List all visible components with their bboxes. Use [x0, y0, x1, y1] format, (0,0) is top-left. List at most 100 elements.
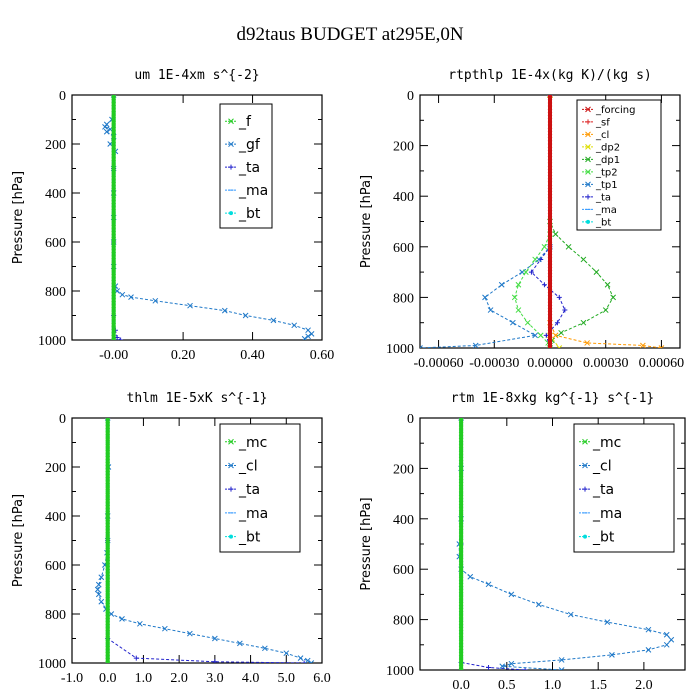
y-axis-label: Pressure [hPa]	[11, 494, 26, 587]
panels-group: um 1E-4xm s^{-2} Pressure [hPa] 0 200 400 600…	[11, 68, 686, 693]
series-mc-point	[105, 544, 111, 549]
series-mc-point	[105, 507, 111, 513]
y-tick-label: 200	[393, 140, 414, 155]
series-mc-point	[458, 421, 464, 427]
series-mc-point	[105, 605, 111, 611]
series-f-point	[111, 245, 117, 251]
legend-label: _forcing	[595, 105, 636, 116]
series-mc-point	[458, 440, 464, 446]
series-f-point	[111, 135, 117, 141]
y-tick-label: 600	[45, 559, 66, 574]
series-mc-point	[458, 428, 464, 433]
series-mc-point	[105, 532, 111, 537]
panel-2: rtpthlp 1E-4x(kg K)/(kg s) Pressure [hPa]…	[359, 68, 684, 371]
series-forcing-point	[547, 168, 553, 174]
series-f-point	[111, 300, 117, 306]
series-ta-point	[562, 307, 568, 313]
series-cl-point	[137, 620, 143, 627]
series-forcing-point	[547, 98, 553, 104]
series-forcing-point	[547, 149, 553, 155]
series-cl-point	[663, 641, 670, 648]
series-tp2-point	[541, 243, 548, 250]
y-tick-label: 1000	[38, 657, 66, 672]
series-mc-point	[458, 434, 464, 440]
y-tick-label: 1000	[38, 334, 66, 349]
series-cl-point	[558, 667, 565, 670]
panel-title: um 1E-4xm s^{-2}	[134, 68, 259, 83]
series-tp1-point	[532, 332, 538, 339]
legend-label: _ma	[595, 205, 617, 216]
series-ta-line	[460, 418, 526, 670]
series-tp2-point	[515, 281, 522, 288]
series-forcing-point	[547, 225, 553, 231]
y-tick-label: 800	[393, 614, 414, 629]
series-cl-point	[237, 640, 243, 647]
legend-item-bt: _bt	[579, 530, 615, 546]
series-f-point	[111, 104, 117, 110]
series-f-point	[111, 153, 117, 159]
series-forcing-point	[547, 231, 553, 237]
series-tp1-point	[472, 342, 479, 348]
series-f-point	[111, 294, 117, 300]
legend-item-ma: _ma	[225, 183, 268, 199]
series-f-point	[111, 313, 117, 318]
series-tp2-line	[514, 95, 551, 348]
legend: _mc _cl _ta _ma _bt	[573, 423, 675, 553]
series-forcing-point	[547, 206, 553, 212]
series-mc-point	[105, 568, 111, 574]
legend-item-mc: _mc	[225, 435, 267, 451]
y-tick-label: 600	[45, 236, 66, 251]
legend-marker	[585, 194, 591, 200]
series-f-point	[111, 264, 117, 269]
panel-title: rtpthlp 1E-4x(kg K)/(kg s)	[448, 68, 652, 83]
y-axis-label: Pressure [hPa]	[359, 175, 374, 268]
series-mc-point	[458, 491, 464, 496]
series-cl-point	[187, 630, 193, 637]
series-mc-point	[458, 629, 464, 635]
series-cl-point	[640, 342, 646, 348]
legend-item-ta: _ta	[579, 482, 614, 498]
series-ta-point	[541, 282, 547, 288]
series-forcing	[547, 95, 553, 348]
series-cl-point	[212, 635, 218, 642]
series-mc-point	[105, 476, 111, 482]
series-f-point	[111, 258, 117, 263]
series-mc-point	[458, 554, 464, 559]
series-forcing-point	[547, 244, 553, 250]
legend-label: _bt	[238, 206, 261, 222]
y-tick-label: 800	[45, 285, 66, 300]
series-gf-point	[242, 312, 249, 319]
series-mc-point	[458, 516, 464, 522]
series-mc-point	[458, 418, 464, 421]
series-cl-point	[508, 660, 515, 667]
plot-area	[420, 95, 665, 348]
panel-3: thlm 1E-5xK s^{-1} Pressure [hPa] 0 200 400 6…	[11, 391, 331, 686]
legend-label: _bt	[238, 530, 261, 546]
legend-marker	[583, 534, 587, 539]
series-forcing-point	[547, 339, 553, 345]
series-cl-point	[645, 626, 652, 633]
x-tick-label: 1.5	[589, 678, 607, 693]
legend-label: _ta	[595, 192, 611, 203]
legend-item-cl: _cl	[225, 458, 258, 474]
series-mc-point	[458, 522, 464, 528]
series-mc-point	[105, 440, 111, 445]
x-tick-label: 0.60	[310, 348, 335, 363]
series-mc-point	[458, 472, 464, 478]
series-mc-point	[105, 470, 111, 476]
series-mc-point	[458, 573, 464, 578]
series-f-point	[111, 270, 117, 275]
series-cl-point	[658, 345, 665, 348]
series-mc-point	[458, 642, 464, 648]
series-forcing-point	[547, 219, 553, 224]
series-forcing-point	[547, 130, 553, 136]
legend-box	[573, 423, 675, 553]
series-mc-point	[105, 660, 111, 663]
series-gf-point	[103, 121, 110, 128]
legend-marker	[229, 211, 233, 216]
legend-item-bt: _bt	[582, 217, 611, 228]
legend-marker	[228, 141, 234, 148]
series-ta-point	[528, 269, 534, 275]
series-mc-point	[105, 587, 111, 592]
